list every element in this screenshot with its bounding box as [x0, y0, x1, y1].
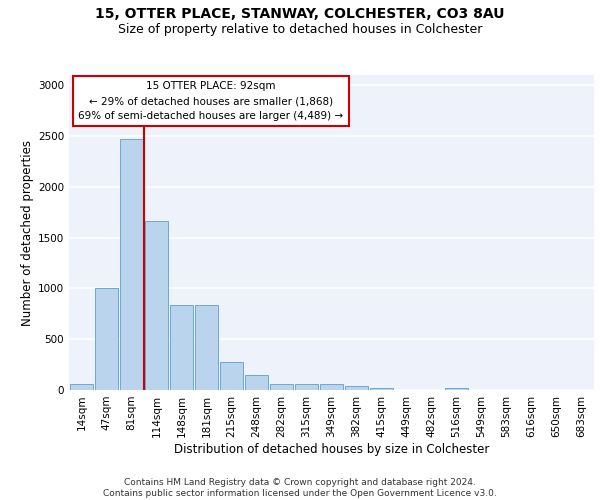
- Bar: [194, 304, 218, 390]
- Y-axis label: Number of detached properties: Number of detached properties: [21, 140, 34, 326]
- Bar: [119, 139, 143, 390]
- Bar: [245, 376, 268, 390]
- Bar: [320, 384, 343, 390]
- X-axis label: Distribution of detached houses by size in Colchester: Distribution of detached houses by size …: [174, 442, 489, 456]
- Bar: [145, 222, 169, 390]
- Text: 15 OTTER PLACE: 92sqm
← 29% of detached houses are smaller (1,868)
69% of semi-d: 15 OTTER PLACE: 92sqm ← 29% of detached …: [78, 82, 343, 121]
- Text: 15, OTTER PLACE, STANWAY, COLCHESTER, CO3 8AU: 15, OTTER PLACE, STANWAY, COLCHESTER, CO…: [95, 8, 505, 22]
- Bar: [170, 304, 193, 390]
- Bar: [220, 362, 244, 390]
- Bar: [344, 386, 368, 390]
- Bar: [295, 384, 319, 390]
- Bar: [95, 288, 118, 390]
- Bar: [269, 384, 293, 390]
- Bar: [70, 384, 94, 390]
- Bar: [370, 388, 394, 390]
- Bar: [445, 388, 469, 390]
- Text: Size of property relative to detached houses in Colchester: Size of property relative to detached ho…: [118, 22, 482, 36]
- Text: Contains HM Land Registry data © Crown copyright and database right 2024.
Contai: Contains HM Land Registry data © Crown c…: [103, 478, 497, 498]
